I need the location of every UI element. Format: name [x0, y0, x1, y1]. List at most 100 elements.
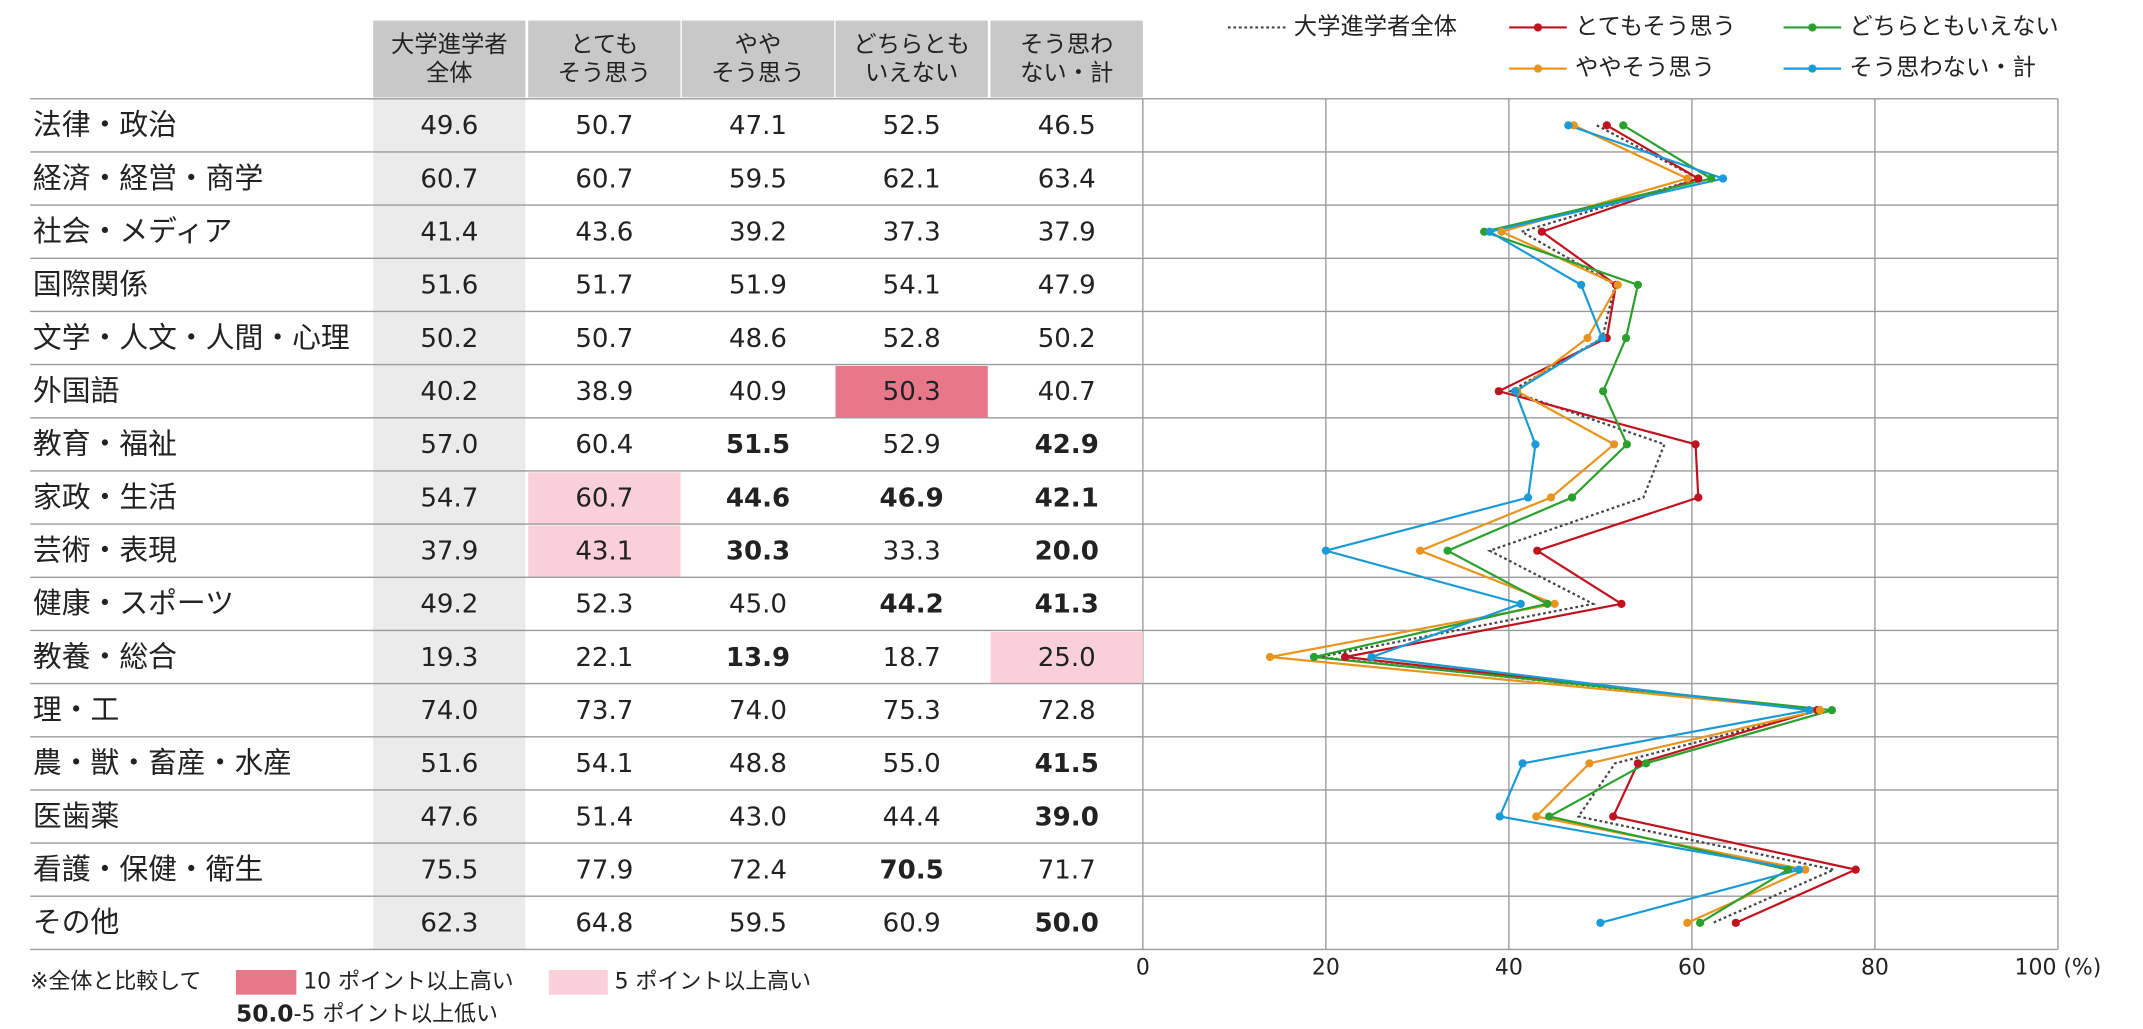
- row-label: 経済・経営・商学: [33, 161, 263, 195]
- series-line: [1321, 124, 1810, 924]
- cell-value: 39.2: [729, 218, 787, 248]
- cell-value: 74.0: [420, 696, 478, 726]
- cell-value: 51.5: [726, 430, 790, 460]
- point: [1443, 546, 1452, 555]
- x-tick-label: 60: [1678, 956, 1706, 981]
- point: [1494, 387, 1503, 396]
- point: [1691, 440, 1700, 449]
- cell-value: 54.7: [420, 483, 478, 513]
- x-tick-label: 100 (%): [2015, 956, 2102, 981]
- point: [1518, 759, 1527, 768]
- point: [1265, 652, 1275, 662]
- legend-marker: [1808, 23, 1817, 32]
- legend-marker: [1533, 23, 1543, 32]
- point: [1731, 918, 1740, 927]
- point: [1609, 812, 1618, 821]
- header-cell: [835, 20, 988, 98]
- legend-marker: [1808, 64, 1817, 73]
- point: [1827, 706, 1837, 715]
- cell-value: 57.0: [420, 430, 478, 460]
- point: [1718, 174, 1728, 183]
- cell-value: 72.8: [1038, 696, 1096, 726]
- cell-value: 18.7: [883, 643, 941, 673]
- row-label: 外国語: [33, 374, 119, 408]
- point: [1596, 918, 1605, 927]
- cell-value: 55.0: [883, 749, 941, 779]
- cell-value: 50.2: [420, 324, 478, 354]
- cell-value: 19.3: [420, 643, 478, 673]
- point: [1598, 333, 1607, 343]
- point: [1367, 652, 1376, 662]
- cell-value: 46.5: [1038, 111, 1096, 141]
- cell-value: 44.2: [880, 590, 944, 620]
- point: [1801, 865, 1810, 874]
- point: [1531, 440, 1540, 449]
- cell-value: 46.9: [880, 483, 944, 513]
- cell-value: 47.9: [1038, 271, 1096, 301]
- cell-value: 50.3: [883, 377, 941, 407]
- cell-value: 22.1: [575, 643, 633, 673]
- point: [1619, 121, 1628, 130]
- highlight-cell: [528, 472, 681, 525]
- legend-swatch: [548, 969, 608, 995]
- row-label: 法律・政治: [33, 108, 177, 142]
- cell-value: 74.0: [729, 696, 787, 726]
- legend-label: -5 ポイント以上低い: [294, 1002, 498, 1027]
- column-header: いえない: [865, 60, 958, 87]
- cell-value: 54.1: [575, 749, 633, 779]
- cell-value: 59.5: [729, 164, 787, 194]
- legend-label: そう思わない・計: [1849, 54, 2036, 81]
- cell-value: 60.7: [575, 164, 633, 194]
- cell-value: 73.7: [575, 696, 633, 726]
- x-tick-label: 40: [1495, 956, 1523, 981]
- x-tick-label: 0: [1136, 956, 1150, 981]
- cell-value: 41.3: [1035, 590, 1099, 620]
- row-label: 文学・人文・人間・心理: [33, 320, 350, 354]
- column-header: そう思う: [711, 60, 804, 87]
- cell-value: 43.0: [729, 802, 787, 832]
- cell-value: 44.4: [883, 802, 941, 832]
- row-label: 国際関係: [33, 267, 148, 301]
- legend-label: 10 ポイント以上高い: [303, 969, 513, 994]
- cell-value: 60.4: [575, 430, 633, 460]
- point: [1321, 546, 1330, 555]
- cell-value: 52.8: [883, 324, 941, 354]
- legend-label: 5 ポイント以上高い: [615, 969, 811, 994]
- legend-label: どちらともいえない: [1849, 13, 2058, 40]
- cell-value: 41.4: [420, 218, 478, 248]
- cell-value: 48.6: [729, 324, 787, 354]
- point: [1696, 918, 1705, 927]
- legend-swatch: [235, 969, 297, 995]
- point: [1794, 865, 1804, 874]
- point: [1815, 706, 1825, 715]
- cell-value: 25.0: [1038, 643, 1096, 673]
- cell-value: 40.2: [420, 377, 478, 407]
- cell-value: 50.2: [1038, 324, 1096, 354]
- cell-value: 52.5: [883, 111, 941, 141]
- point: [1340, 652, 1350, 662]
- point: [1567, 493, 1577, 502]
- cell-value: 38.9: [575, 377, 633, 407]
- cell-value: 62.1: [883, 164, 941, 194]
- cell-value: 64.8: [575, 909, 633, 939]
- point: [1537, 227, 1546, 236]
- series-line: [1344, 124, 1860, 924]
- highlight-cell: [990, 631, 1143, 684]
- point: [1564, 121, 1573, 130]
- cell-value: 60.9: [883, 909, 941, 939]
- cell-value: 77.9: [575, 856, 633, 886]
- point: [1707, 174, 1716, 183]
- cell-value: 39.0: [1035, 802, 1099, 832]
- point: [1309, 652, 1319, 662]
- column-header: どちらとも: [853, 31, 970, 58]
- legend-marker: [1533, 64, 1543, 73]
- row-label: 看護・保健・衛生: [33, 852, 263, 886]
- series-line: [1313, 124, 1833, 924]
- point: [1533, 546, 1542, 555]
- point: [1585, 759, 1594, 768]
- point: [1495, 812, 1504, 821]
- cell-value: 43.1: [575, 537, 633, 567]
- point: [1577, 280, 1586, 289]
